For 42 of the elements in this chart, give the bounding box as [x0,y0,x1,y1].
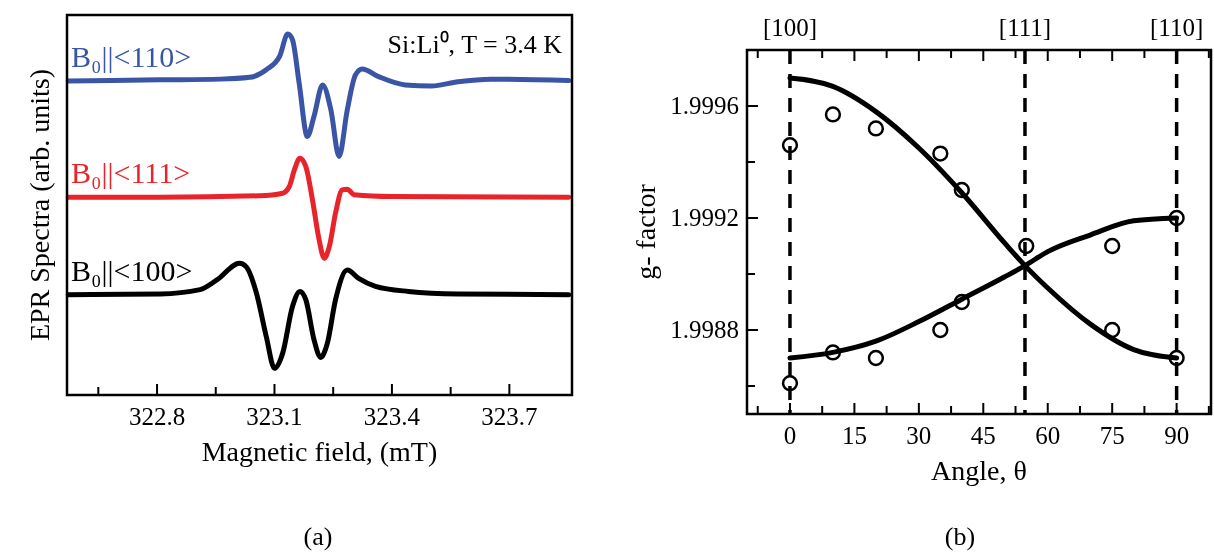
series-label: B₀||<110> [71,39,192,73]
text: [100] [762,14,818,41]
text: [111] [998,14,1052,41]
series-label: B₀||<111> [71,156,191,190]
x-tick-label: 322.8 [128,403,186,430]
series-label: B₀||<100> [71,253,193,287]
x-tick-label: 75 [1099,422,1125,449]
point [1168,349,1185,367]
point [1168,209,1185,227]
point [867,120,885,137]
point [1104,237,1121,255]
y-axis-title: g- factor [630,183,661,280]
x-axis-title: Magnetic field, (mT) [201,436,438,467]
text: (a) [303,522,333,551]
x-tick-label: 323.1 [246,403,303,430]
point [1018,237,1035,255]
x-tick-label: 323.4 [363,403,421,430]
x-tick-label: 90 [1164,422,1190,449]
y-tick-label: 1.9996 [670,92,739,119]
point [824,344,842,361]
y-axis-title: EPR Spectra (arb. units) [24,68,55,342]
point [781,375,799,392]
y-tick-label: 1.9988 [670,316,739,343]
point [953,181,970,199]
annotation: Si:Li⁰, T = 3.4 K [387,30,563,59]
point [932,321,949,339]
x-tick-label: 60 [1035,422,1061,449]
point [1104,321,1121,339]
x-tick-label: 30 [906,422,932,449]
x-tick-label: 15 [841,422,867,449]
point [953,293,970,311]
text: [110] [1150,14,1204,41]
point [824,106,842,123]
x-tick-label: 0 [783,422,797,449]
x-tick-label: 45 [970,422,996,449]
y-tick-label: 1.9992 [670,204,739,231]
point [781,137,799,154]
x-axis-title: Angle, θ [931,455,1027,486]
text: (b) [944,522,976,551]
x-tick-label: 323.7 [481,403,538,430]
point [932,145,949,162]
point [867,349,885,367]
